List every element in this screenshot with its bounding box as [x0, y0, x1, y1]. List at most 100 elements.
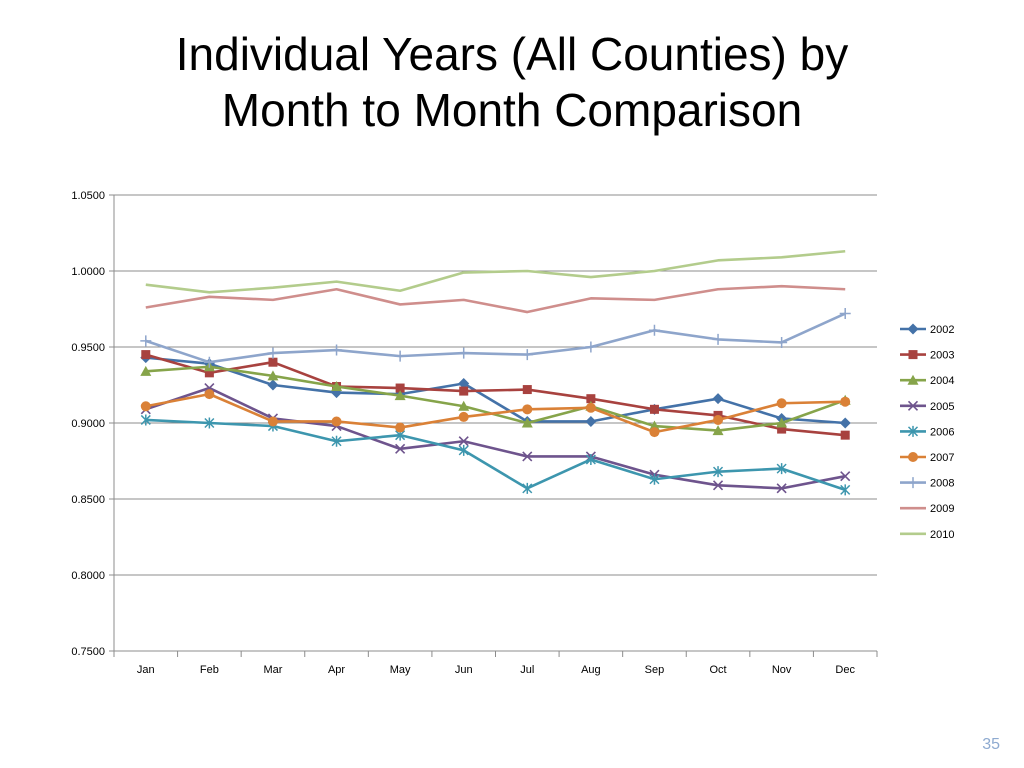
data-point: [458, 436, 469, 447]
data-point: [140, 414, 151, 426]
data-point: [141, 350, 151, 360]
legend-marker: [907, 400, 919, 411]
data-point: [776, 336, 788, 348]
data-point: [777, 424, 787, 434]
legend-label: 2004: [930, 375, 954, 387]
y-tick-label: 0.9000: [71, 418, 105, 430]
data-point: [522, 404, 533, 415]
data-point: [585, 453, 596, 465]
data-point: [840, 396, 851, 407]
data-point: [648, 324, 660, 336]
data-point: [776, 483, 787, 494]
data-point: [331, 381, 343, 392]
page-number: 35: [982, 736, 1000, 753]
series-2008: [140, 308, 851, 368]
data-point: [585, 402, 596, 413]
data-point: [395, 443, 406, 454]
legend-label: 2009: [930, 503, 954, 515]
data-point: [140, 365, 152, 376]
data-point: [712, 393, 724, 405]
legend-label: 2003: [930, 350, 954, 362]
legend-marker: [908, 350, 918, 360]
series-line: [145, 392, 846, 434]
legend-label: 2007: [930, 452, 954, 464]
data-point: [840, 430, 850, 440]
x-tick-label: Nov: [772, 664, 792, 676]
legend-marker: [907, 374, 919, 385]
data-point: [522, 482, 533, 494]
data-point: [776, 398, 787, 409]
data-point: [394, 350, 406, 362]
data-point: [713, 466, 724, 478]
data-point: [458, 377, 470, 389]
y-tick-label: 1.0000: [71, 266, 105, 278]
data-point: [140, 401, 151, 412]
slide-title: Individual Years (All Counties) by Month…: [0, 26, 1024, 138]
data-point: [459, 386, 469, 396]
legend-item: 2002: [900, 323, 954, 336]
x-tick-label: May: [390, 664, 411, 676]
y-tick-label: 0.7500: [71, 646, 105, 658]
series-2009: [145, 284, 846, 314]
data-point: [204, 389, 215, 400]
data-point: [267, 379, 279, 391]
series-2003: [141, 350, 850, 440]
legend-marker: [907, 477, 919, 489]
data-point: [204, 368, 214, 378]
data-point: [839, 417, 851, 429]
data-point: [331, 344, 343, 356]
data-point: [521, 417, 533, 428]
x-tick-label: Feb: [200, 664, 219, 676]
data-point: [395, 422, 406, 433]
series-line: [145, 418, 846, 492]
data-point: [395, 383, 405, 393]
legend-item: 2004: [900, 374, 954, 387]
x-tick-label: Jan: [137, 664, 155, 676]
data-point: [522, 385, 532, 395]
legend-marker: [908, 452, 918, 462]
legend-item: 2010: [900, 529, 954, 541]
legend-item: 2008: [900, 477, 954, 490]
data-point: [712, 333, 724, 345]
x-tick-label: Apr: [328, 664, 345, 676]
series-2005: [140, 382, 851, 494]
data-point: [776, 463, 787, 475]
series-lines: [140, 249, 851, 496]
data-point: [649, 427, 660, 438]
axes: 0.7500 0.8000 0.8500 0.9000 0.9500 1.0000 1.05…: [71, 190, 878, 676]
data-point: [204, 417, 215, 429]
legend-item: 2009: [900, 503, 954, 515]
data-point: [458, 444, 469, 456]
legend-label: 2002: [930, 324, 954, 336]
data-point: [712, 480, 724, 491]
data-point: [713, 414, 724, 425]
series-2007: [140, 389, 851, 438]
legend-item: 2005: [900, 400, 954, 413]
series-2010: [145, 249, 846, 294]
legend-marker: [907, 425, 919, 437]
x-tick-label: Aug: [581, 664, 601, 676]
y-tick-label: 0.9500: [71, 342, 105, 354]
data-point: [712, 425, 724, 436]
data-point: [331, 435, 342, 447]
data-point: [522, 451, 533, 462]
series-line: [145, 365, 846, 432]
data-point: [458, 347, 470, 359]
data-point: [586, 394, 596, 404]
data-point: [394, 390, 406, 401]
legend-item: 2007: [900, 452, 954, 464]
series-line: [145, 356, 846, 425]
data-point: [331, 416, 342, 427]
data-point: [585, 415, 597, 427]
data-point: [585, 341, 597, 353]
data-point: [267, 370, 279, 381]
data-point: [203, 356, 215, 368]
data-point: [649, 473, 660, 485]
legend: 2002 2003 2004 2005 2006 2007 2008 2009 2010: [900, 323, 954, 541]
slide-title-line-2: Month to Month Comparison: [221, 84, 803, 136]
data-point: [839, 308, 851, 320]
series-line: [145, 386, 846, 490]
series-line: [145, 284, 846, 314]
data-point: [267, 416, 278, 427]
